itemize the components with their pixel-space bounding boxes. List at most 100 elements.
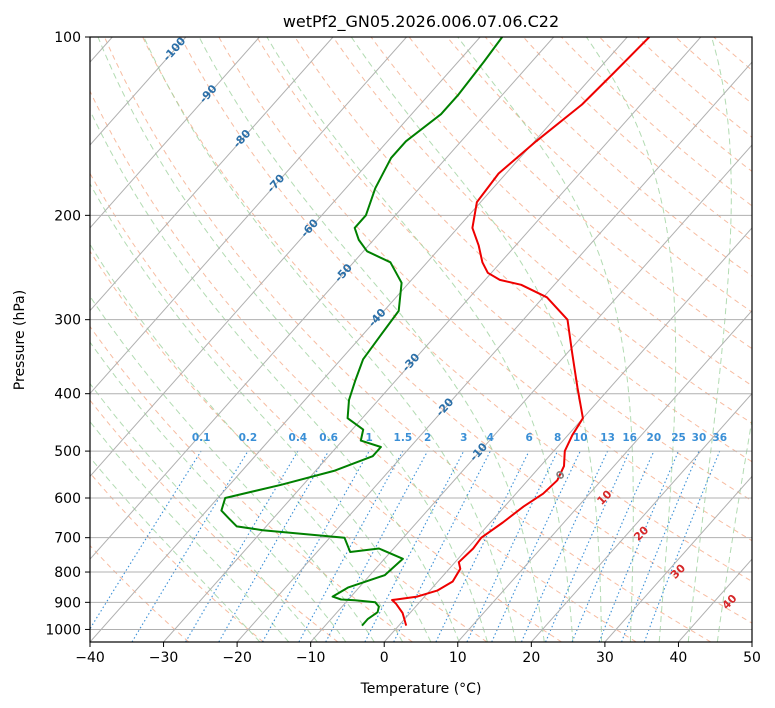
mixing-ratio-line — [393, 450, 491, 642]
isotherm-line — [751, 641, 752, 642]
x-tick-label: 40 — [670, 650, 688, 666]
moist-adiabat-line — [90, 341, 347, 642]
x-tick-label: −20 — [222, 650, 252, 666]
mixing-ratio-label: 0.2 — [239, 432, 258, 444]
temperature-profile-line — [391, 37, 651, 626]
mixing-ratio-line — [298, 450, 404, 642]
x-axis-ticks: −40 −30 −20 −10 0 10 20 30 40 50 — [75, 642, 761, 666]
mixing-ratio-label: 6 — [525, 432, 532, 444]
dry-adiabat-line — [90, 472, 264, 642]
mixing-ratio-label: 3 — [460, 432, 467, 444]
x-tick-label: −10 — [296, 650, 326, 666]
mixing-ratio-line — [643, 450, 721, 642]
moist-adiabat-line — [143, 37, 517, 642]
dry-adiabat-line — [180, 37, 752, 583]
moist-adiabat-line — [90, 109, 460, 642]
dry-adiabat-line — [90, 399, 339, 642]
mixing-ratio-label: 0.6 — [319, 432, 338, 444]
dry-adiabat-line — [142, 37, 752, 624]
isotherm-line — [163, 37, 702, 642]
moist-adiabat-line — [97, 37, 488, 642]
mixing-ratio-label: 8 — [554, 432, 561, 444]
dry-adiabat-line — [218, 37, 752, 542]
mixing-ratio-line — [185, 450, 299, 642]
isotherm-line — [90, 37, 628, 642]
mixing-ratio-label: 2 — [424, 432, 431, 444]
dry-adiabat-line — [561, 37, 752, 207]
mixing-ratio-label: 16 — [622, 432, 637, 444]
dry-adiabat-line — [90, 250, 488, 642]
moist-adiabat-line — [90, 420, 290, 642]
mixing-ratio-label: 1.5 — [394, 432, 413, 444]
dry-adiabat-line — [408, 37, 752, 350]
y-axis-ticks: 100 200 300 400 500 600 700 800 900 1000 — [45, 30, 90, 638]
grid-lines — [90, 37, 752, 642]
moist-adiabat-line — [716, 416, 752, 642]
series-lines — [220, 37, 651, 627]
mixing-ratio-line — [545, 450, 631, 642]
chart-title: wetPf2_GN05.2026.006.07.06.C22 — [283, 12, 559, 32]
dry-adiabat-line — [522, 37, 752, 242]
isotherm-line — [530, 392, 752, 642]
mixing-ratio-label: 1 — [366, 432, 373, 444]
isotherm-line — [236, 61, 752, 642]
isotherm-line — [383, 227, 752, 642]
moist-adiabat-line — [90, 382, 318, 642]
dry-adiabat-line — [90, 172, 562, 642]
mixing-ratio-label: 0.4 — [289, 432, 308, 444]
isotherm-line — [457, 309, 752, 642]
isotherm-line — [90, 37, 334, 312]
mixing-ratio-label: 0.1 — [192, 432, 211, 444]
moist-adiabat-line — [350, 37, 603, 642]
y-tick-label: 200 — [54, 208, 81, 224]
isotherm-line — [90, 37, 555, 560]
isotherm-line — [90, 37, 187, 146]
mixing-ratio-line — [218, 450, 330, 642]
y-tick-label: 300 — [54, 313, 81, 329]
x-tick-label: 10 — [449, 650, 467, 666]
isotherm-line — [90, 37, 260, 229]
moist-adiabat-line — [90, 182, 432, 642]
mixing-ratio-line — [520, 450, 609, 642]
mixing-ratio-label: 20 — [647, 432, 662, 444]
x-axis-label: Temperature (°C) — [360, 681, 482, 697]
plot-frame — [89, 36, 753, 643]
mixing-ratio-line — [598, 450, 680, 642]
mixing-ratio-label: 10 — [573, 432, 588, 444]
x-tick-label: 0 — [380, 650, 389, 666]
moist-adiabat-line — [90, 456, 261, 642]
x-tick-label: −30 — [149, 650, 179, 666]
moist-adiabat-line — [687, 37, 732, 642]
isotherm-line — [310, 144, 752, 642]
moist-adiabat-line — [90, 243, 404, 642]
dry-adiabat-line — [751, 37, 752, 38]
background-lines — [90, 37, 752, 642]
mixing-ratio-line — [435, 450, 530, 642]
y-axis-label: Pressure (hPa) — [12, 290, 28, 390]
mixing-ratio-line — [364, 450, 465, 642]
mixing-ratio-label: 25 — [671, 432, 686, 444]
isotherm-line — [604, 475, 752, 642]
mixing-ratio-line — [131, 450, 249, 642]
dry-adiabat-line — [104, 37, 712, 642]
dry-adiabat-line — [675, 37, 752, 105]
moist-adiabat-line — [198, 37, 545, 642]
mixing-ratio-label: 36 — [712, 432, 727, 444]
moist-adiabat-label: 30 — [668, 561, 688, 581]
mixing-ratio-line — [491, 450, 581, 642]
x-tick-label: −40 — [75, 650, 105, 666]
moist-adiabat-label: 40 — [720, 592, 740, 612]
moist-adiabat-label: 0 — [553, 468, 568, 483]
y-tick-label: 1000 — [45, 622, 81, 638]
dry-adiabat-line — [637, 37, 752, 138]
dry-adiabat-line — [90, 544, 190, 642]
y-tick-label: 500 — [54, 444, 81, 460]
mixing-ratio-label: 4 — [487, 432, 494, 444]
isotherm-line — [90, 37, 407, 395]
x-tick-label: 50 — [743, 650, 761, 666]
mixing-ratio-line — [571, 450, 655, 642]
mixing-ratio-line — [262, 450, 370, 642]
mixing-ratio-line — [466, 450, 559, 642]
y-tick-label: 900 — [54, 595, 81, 611]
